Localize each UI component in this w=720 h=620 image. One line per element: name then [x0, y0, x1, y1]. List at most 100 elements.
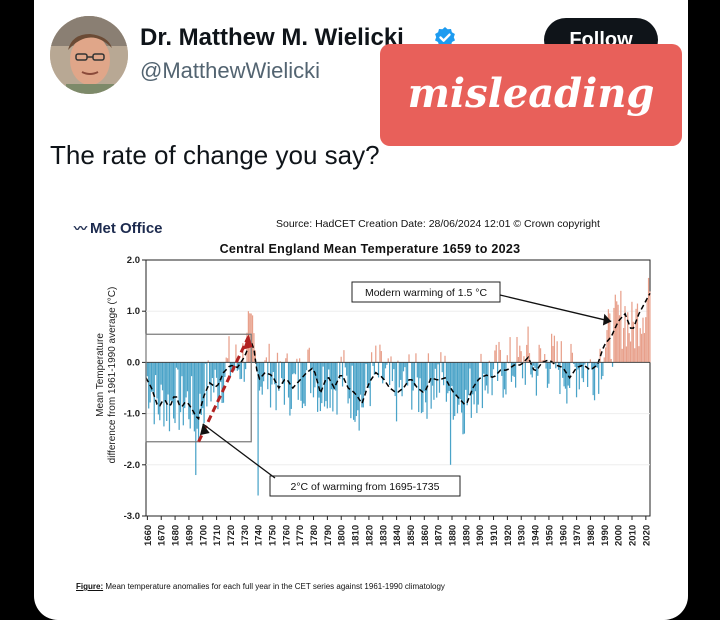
annual-bar — [347, 362, 348, 403]
x-tick-label: 1820 — [364, 525, 375, 546]
annual-bar — [356, 362, 357, 416]
annual-bar — [147, 362, 148, 376]
annual-bar — [648, 278, 649, 362]
annual-bar — [536, 362, 537, 395]
x-tick-label: 2000 — [614, 525, 625, 546]
annual-bar — [388, 358, 389, 362]
annual-bar — [349, 362, 350, 398]
annual-bar — [382, 362, 383, 383]
modern-warming-label: Modern warming of 1.5 °C — [365, 287, 488, 299]
annual-bar — [443, 362, 444, 385]
annual-bar — [321, 362, 322, 403]
annual-bar — [464, 362, 465, 433]
author-avatar[interactable] — [50, 16, 128, 94]
annual-bar — [547, 362, 548, 387]
annual-bar — [473, 362, 474, 404]
annual-bar — [447, 362, 448, 393]
annual-bar — [149, 362, 150, 402]
annual-bar — [533, 362, 534, 365]
annual-bar — [367, 362, 368, 385]
annual-bar — [219, 362, 220, 400]
annual-bar — [442, 362, 443, 372]
author-name[interactable]: Dr. Matthew M. Wielicki — [140, 24, 404, 52]
annual-bar — [503, 362, 504, 397]
annual-bar — [601, 362, 602, 379]
annual-bar — [206, 362, 207, 406]
annual-bar — [494, 350, 495, 362]
annual-bar — [201, 362, 202, 415]
annual-bar — [329, 362, 330, 407]
annual-bar — [569, 362, 570, 388]
annual-bar — [228, 336, 229, 362]
annual-bar — [482, 362, 483, 408]
annual-bar — [523, 356, 524, 362]
annual-bar — [375, 346, 376, 363]
annual-bar — [645, 317, 646, 362]
annual-bar — [359, 362, 360, 430]
y-tick-label: 0.0 — [127, 357, 140, 368]
annual-bar — [342, 362, 343, 386]
annual-bar — [313, 362, 314, 397]
x-tick-label: 1850 — [406, 525, 417, 546]
annual-bar — [199, 362, 200, 393]
annual-bar — [184, 362, 185, 408]
annual-bar — [407, 362, 408, 385]
annual-bar — [291, 362, 292, 409]
misleading-stamp: misleading — [380, 44, 682, 146]
annual-bar — [378, 362, 379, 377]
annual-bar — [390, 356, 391, 362]
annual-bar — [262, 362, 263, 394]
annual-bar — [418, 362, 419, 412]
annual-bar — [634, 348, 635, 362]
annual-bar — [177, 362, 178, 369]
x-tick-label: 1990 — [600, 525, 611, 546]
x-tick-label: 1720 — [226, 525, 237, 546]
annual-bar — [572, 353, 573, 363]
annual-bar — [176, 362, 177, 367]
annual-bar — [422, 362, 423, 412]
y-axis-label-line2: difference from 1961-1990 average (°C) — [107, 287, 118, 464]
annual-bar — [429, 362, 430, 379]
y-tick-label: -3.0 — [124, 511, 140, 522]
annual-bar — [195, 362, 196, 475]
author-handle[interactable]: @MatthewWielicki — [140, 58, 320, 84]
annual-bar — [174, 362, 175, 423]
annual-bar — [504, 362, 505, 389]
annual-bar — [620, 291, 621, 363]
y-axis-label-line1: Mean Temperature — [95, 333, 106, 417]
x-tick-label: 1870 — [434, 525, 445, 546]
y-tick-label: 1.0 — [127, 306, 140, 317]
annual-bar — [293, 362, 294, 373]
annual-bar — [602, 362, 603, 376]
annual-bar — [306, 362, 307, 370]
annual-bar — [521, 351, 522, 362]
annual-bar — [545, 362, 546, 368]
annual-bar — [357, 362, 358, 410]
annual-bar — [287, 353, 288, 362]
annual-bar — [428, 353, 429, 362]
x-tick-label: 1750 — [268, 525, 279, 546]
x-tick-label: 1930 — [517, 525, 528, 546]
annual-bar — [415, 353, 416, 362]
annual-bar — [576, 362, 577, 397]
x-tick-label: 1660 — [143, 525, 154, 546]
annual-bar — [303, 362, 304, 403]
annual-bar — [512, 362, 513, 375]
annual-bar — [604, 357, 605, 362]
annual-bar — [320, 362, 321, 411]
annual-bar — [252, 315, 253, 362]
chart-figure[interactable]: 〰Met Office Source: HadCET Creation Date… — [60, 206, 680, 598]
x-tick-label: 1900 — [475, 525, 486, 546]
annual-bar — [266, 357, 267, 362]
annual-bar — [615, 295, 616, 363]
annual-bar — [637, 304, 638, 363]
annual-bar — [295, 362, 296, 374]
annual-bar — [501, 362, 502, 376]
x-tick-label: 2010 — [628, 525, 639, 546]
annual-bar — [284, 362, 285, 404]
annual-bar — [472, 362, 473, 394]
x-tick-label: 1760 — [281, 525, 292, 546]
annual-bar — [550, 362, 551, 369]
x-tick-label: 1910 — [489, 525, 500, 546]
